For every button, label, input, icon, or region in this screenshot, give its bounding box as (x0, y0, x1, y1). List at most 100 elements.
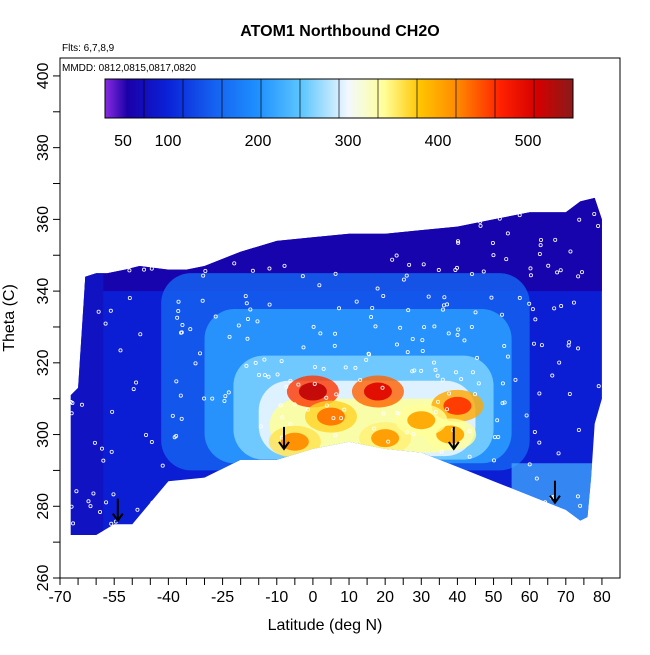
x-axis-label: Latitude (deg N) (268, 617, 383, 634)
sample-point (172, 435, 177, 440)
sample-point (576, 427, 581, 432)
sample-point (300, 274, 305, 279)
sample-point (210, 396, 215, 401)
sample-point (532, 429, 537, 434)
sample-point (160, 463, 165, 468)
sample-point (567, 340, 572, 345)
sample-point (236, 323, 241, 328)
sample-point (292, 402, 297, 407)
sample-point (505, 354, 510, 359)
sample-point (596, 384, 601, 389)
sample-point (505, 231, 510, 236)
sample-point (394, 342, 399, 347)
sample-point (203, 269, 208, 274)
sample-point (401, 457, 406, 462)
sample-point (500, 401, 505, 406)
sample-point (250, 268, 255, 273)
sample-point (213, 314, 218, 319)
sample-point (318, 331, 323, 336)
sample-point (248, 307, 253, 312)
sample-point (533, 317, 538, 322)
y-axis-tick-label: 260 (35, 565, 52, 592)
sample-point (407, 262, 412, 267)
sample-points (68, 211, 602, 526)
sample-point (337, 306, 342, 311)
sample-point (324, 395, 329, 400)
sample-point (111, 492, 116, 497)
y-axis-label: Theta (C) (1, 284, 18, 352)
tropopause-arrow-head (111, 513, 124, 523)
sample-point (134, 380, 139, 385)
sample-point (333, 331, 338, 336)
sample-point (386, 439, 391, 444)
sample-point (109, 449, 114, 454)
sample-point (559, 304, 564, 309)
sample-point (455, 333, 460, 338)
x-axis-tick-label: 50 (485, 589, 503, 606)
sample-point (558, 268, 563, 273)
sample-point (375, 286, 380, 291)
sample-point (244, 363, 249, 368)
field-hotspot (436, 425, 465, 444)
colorbar-tick-label: 50 (114, 133, 132, 150)
sample-point (433, 410, 438, 415)
sample-point (178, 393, 183, 398)
sample-point (455, 265, 460, 270)
sample-point (86, 499, 91, 504)
sample-point (462, 338, 467, 343)
y-axis-tick-label: 380 (35, 134, 52, 161)
y-axis-tick-label: 360 (35, 206, 52, 233)
sample-point (91, 491, 96, 496)
sample-point (502, 400, 507, 405)
sample-point (99, 446, 104, 451)
sample-point (381, 411, 386, 416)
flights-annotation: Flts: 6,7,8,9 (62, 43, 115, 54)
sample-point (149, 266, 154, 271)
sample-point (312, 381, 317, 386)
sample-point (411, 432, 416, 437)
sample-point (333, 271, 338, 276)
sample-point (201, 273, 206, 278)
sample-point (262, 357, 267, 362)
sample-point (555, 270, 560, 275)
sample-point (495, 418, 500, 423)
sample-point (227, 334, 232, 339)
colorbar-tick-label: 500 (515, 133, 542, 150)
sample-point (288, 378, 293, 383)
sample-point (396, 411, 401, 416)
sample-point (491, 253, 496, 258)
sample-point (517, 213, 522, 218)
sample-point (312, 364, 317, 369)
sample-point (333, 433, 338, 438)
tropopause-arrow-head (549, 495, 561, 505)
sample-point (406, 308, 411, 313)
sample-point (597, 445, 602, 450)
sample-point (577, 217, 582, 222)
sample-point (161, 489, 166, 494)
x-axis-tick-label: 20 (376, 589, 394, 606)
sample-point (473, 392, 478, 397)
sample-point (534, 476, 539, 481)
sample-point (256, 372, 261, 377)
x-axis-tick-label: -70 (48, 589, 71, 606)
sample-point (98, 509, 103, 514)
x-axis: -70 -55 -40 -25 -10 0 10 20 30 40 50 60 70 80 (48, 578, 611, 606)
sample-point (552, 306, 557, 311)
field-hotspot (443, 396, 472, 415)
sample-point (491, 458, 496, 463)
sample-point (278, 403, 283, 408)
sample-point (317, 283, 322, 288)
x-axis-tick-label: -10 (265, 589, 288, 606)
sample-point (232, 261, 237, 266)
sample-point (455, 239, 460, 244)
field-hotspot (371, 429, 400, 448)
sample-point (575, 494, 580, 499)
sample-point (500, 381, 505, 386)
colorbar-tick-label: 200 (245, 133, 272, 150)
sample-point (576, 274, 581, 279)
sample-point (280, 415, 285, 420)
sample-point (394, 253, 399, 258)
sample-point (266, 374, 271, 379)
sample-point (131, 387, 136, 392)
